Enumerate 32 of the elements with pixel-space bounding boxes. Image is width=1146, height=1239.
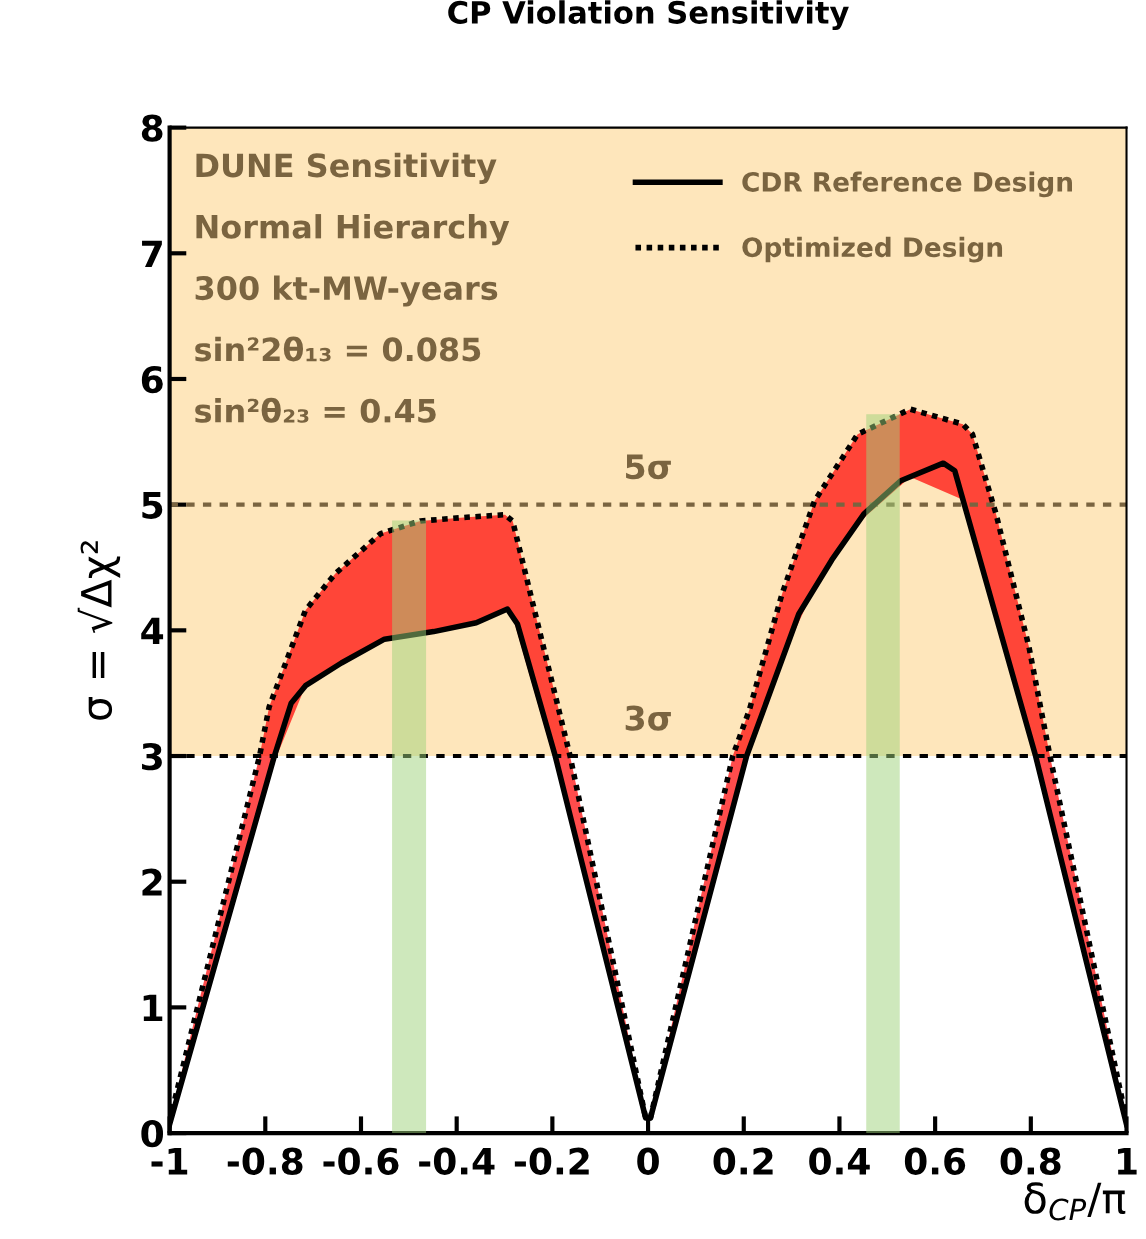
x-tick-label: 0.4 — [809, 1147, 870, 1175]
y-tick-label: 2 — [142, 868, 162, 896]
chart-title: CP Violation Sensitivity — [448, 0, 849, 31]
x-tick-label: -0.6 — [323, 1147, 399, 1175]
x-tick-label: 0 — [637, 1147, 659, 1175]
x-tick-label: -1 — [151, 1148, 188, 1175]
legend-label: CDR Reference Design — [742, 171, 1072, 198]
x-tick-label: 0.2 — [713, 1147, 773, 1175]
y-tick-label: 1 — [143, 994, 163, 1022]
x-tick-label: 0.6 — [904, 1147, 966, 1175]
y-tick-label: 4 — [141, 617, 164, 645]
y-tick-label: 6 — [141, 365, 163, 394]
x-tick-label: 0.8 — [1000, 1147, 1061, 1175]
x-axis-title: δ$_{CP}$/π — [1024, 1182, 1126, 1221]
annotation: sin²θ₂₃ = 0.45 — [195, 397, 436, 423]
y-tick-label: 8 — [141, 114, 163, 142]
ref-line-label: 3σ — [625, 705, 671, 731]
x-tick-label: -0.2 — [514, 1147, 589, 1175]
y-tick-label: 3 — [142, 742, 162, 771]
annotation: Normal Hierarchy — [196, 214, 510, 246]
y-axis-title: σ = √Δχ² — [77, 541, 121, 720]
annotation: 300 kt-MW-years — [195, 275, 498, 307]
ref-line-label: 5σ — [626, 454, 671, 480]
annotation: DUNE Sensitivity — [196, 152, 497, 184]
x-tick-label: 1 — [1118, 1148, 1137, 1175]
x-tick-label: -0.4 — [419, 1147, 495, 1175]
x-tick-label: -0.8 — [227, 1147, 303, 1175]
y-tick-label: 5 — [142, 492, 163, 519]
y-tick-label: 7 — [142, 240, 162, 268]
annotation: sin²2θ₁₃ = 0.085 — [195, 336, 481, 362]
y-tick-label: 0 — [141, 1119, 164, 1148]
legend-label: Optimized Design — [742, 236, 1003, 263]
